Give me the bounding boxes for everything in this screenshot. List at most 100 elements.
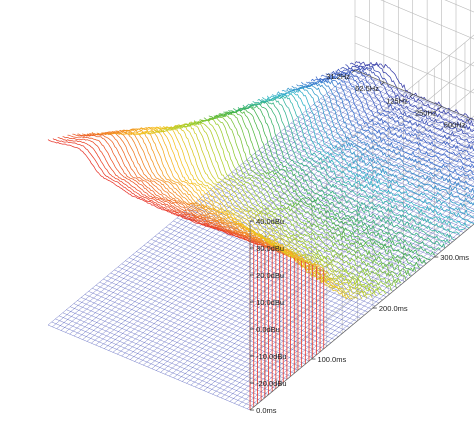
trace-line <box>198 114 402 284</box>
trace-line <box>125 127 329 276</box>
gridline-side-level <box>444 0 474 13</box>
chart-grid <box>249 0 474 411</box>
trace-line <box>242 100 446 249</box>
floor-line <box>134 106 442 362</box>
trace-line <box>349 62 474 127</box>
level-tick-label: 30.0dBu <box>256 244 284 253</box>
floor-line <box>121 100 429 357</box>
trace-line <box>340 67 474 139</box>
frequency-tick <box>438 106 442 110</box>
floor-line <box>238 209 474 406</box>
floor-line <box>154 236 357 322</box>
floor-line <box>58 315 262 402</box>
trace-line <box>345 64 474 132</box>
floor-line <box>199 160 474 389</box>
floor-line <box>132 254 335 340</box>
trace-line <box>67 134 270 249</box>
floor-line <box>125 102 434 358</box>
trace-line <box>315 75 474 169</box>
trace-line <box>325 71 474 157</box>
trace-line <box>218 108 421 269</box>
floor-line <box>99 281 302 368</box>
floor-line <box>140 248 343 334</box>
trace-line <box>330 70 474 152</box>
trace-line <box>169 121 373 298</box>
trace-line <box>184 119 387 294</box>
floor-line <box>136 251 339 337</box>
floor-line <box>92 288 295 374</box>
floor-line <box>169 223 372 310</box>
trace-line <box>320 73 474 164</box>
floor-line <box>353 70 474 122</box>
trace-line <box>252 96 455 241</box>
frequency-tick-label: 500Hz <box>444 121 466 130</box>
trace-line <box>301 79 474 188</box>
floor-line <box>69 78 377 335</box>
floor-line <box>327 92 474 155</box>
floor-line <box>165 226 369 313</box>
frequency-tick-label: 125Hz <box>386 96 408 105</box>
floor-line <box>65 77 373 333</box>
floor-line <box>233 203 474 404</box>
floor-line <box>117 266 321 353</box>
time-tick-label: 200.0ms <box>379 304 408 313</box>
trace-line <box>291 83 474 199</box>
floor-line <box>114 269 317 356</box>
floor-line <box>232 171 435 258</box>
floor-line <box>309 107 474 178</box>
trace-line <box>228 105 431 261</box>
floor-line <box>99 91 408 348</box>
trace-line <box>266 91 470 229</box>
floor-line <box>228 174 431 261</box>
floor-line <box>81 297 284 383</box>
trace-line <box>150 125 353 300</box>
floor-line <box>103 278 306 365</box>
trace-line <box>296 80 474 194</box>
gridline-wall-level <box>249 142 474 330</box>
floor-line <box>190 149 474 386</box>
trace-line <box>52 138 256 244</box>
floor-line <box>108 95 416 351</box>
floor-line <box>51 321 254 408</box>
trace-line <box>262 93 465 231</box>
floor-line <box>216 182 474 397</box>
floor-line <box>313 104 474 173</box>
floor-line <box>246 159 450 245</box>
floor-line <box>143 245 346 331</box>
trace-line <box>159 123 363 300</box>
trace-line <box>276 87 474 218</box>
gridline-side-level <box>354 42 474 94</box>
floor-line <box>202 196 405 282</box>
floor-line <box>164 119 473 375</box>
frequency-axis <box>354 69 474 121</box>
floor-line <box>158 232 361 319</box>
trace-line <box>213 109 417 272</box>
trace-line <box>233 103 436 256</box>
chart-traces <box>47 61 474 411</box>
floor-line <box>95 89 403 346</box>
floor-line <box>86 86 395 342</box>
floor-line <box>221 180 424 267</box>
floor-line <box>294 119 474 196</box>
floor-line <box>151 239 354 325</box>
trace-line <box>135 126 338 288</box>
floor-line <box>342 79 474 136</box>
trace-line <box>120 127 324 270</box>
level-tick-label: 40.0dBu <box>256 217 284 226</box>
floor-line <box>110 272 313 359</box>
floor-line <box>117 98 425 355</box>
floor-line <box>128 257 332 343</box>
frequency-tick <box>467 118 471 122</box>
floor-line <box>324 95 474 159</box>
chart-axes: 31.2Hz62.5Hz125Hz250Hz500Hz1kHz2kHz4kHz0… <box>249 69 474 415</box>
floor-line <box>84 294 287 380</box>
level-tick-label: 10.0dBu <box>256 298 284 307</box>
trace-line <box>101 129 304 262</box>
floor-line <box>177 133 474 380</box>
floor-line <box>320 98 474 164</box>
floor-line <box>265 144 468 230</box>
time-axis <box>249 223 474 411</box>
trace-line <box>203 112 407 281</box>
floor-line <box>106 275 310 362</box>
time-tick-label: 300.0ms <box>440 253 469 262</box>
